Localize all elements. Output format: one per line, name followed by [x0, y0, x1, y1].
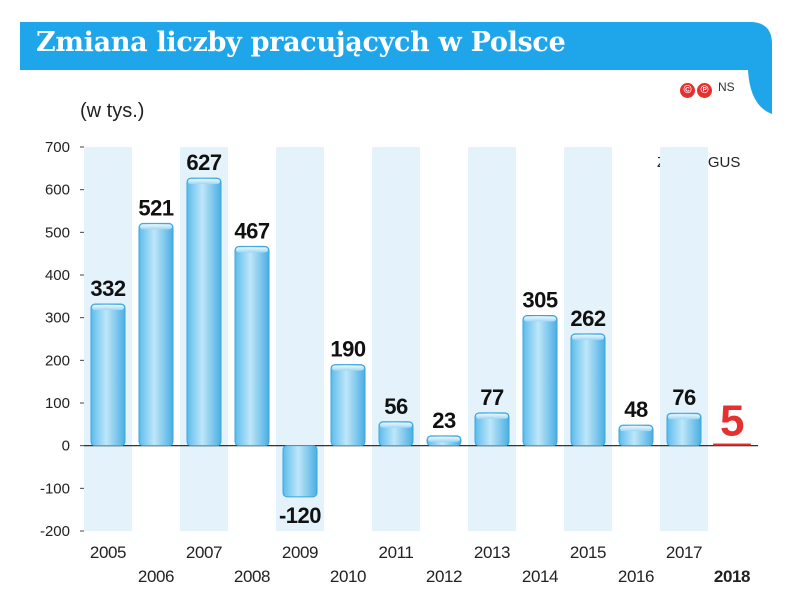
y-tick-label: -100 [40, 480, 70, 497]
bar-cap [572, 334, 604, 340]
value-label-2009: -120 [279, 503, 321, 528]
bar-cap [428, 436, 460, 442]
author-initials: NS [718, 80, 735, 94]
bar-2010 [330, 364, 366, 447]
brand-mark: © ℗ NS [680, 80, 735, 98]
bar-2014 [522, 315, 558, 447]
value-label-2010: 190 [330, 337, 365, 362]
y-tick-label: 700 [45, 139, 70, 156]
column-band [468, 147, 516, 531]
value-label-2011: 56 [384, 394, 408, 419]
copyright-icon: © [680, 83, 695, 98]
y-tick-label: -200 [40, 523, 70, 540]
value-label-2014: 305 [522, 288, 557, 313]
value-label-2006: 521 [138, 195, 173, 220]
x-tick-label-2014: 2014 [522, 567, 558, 586]
bar-cap [92, 305, 124, 311]
value-label-2018: 5 [720, 397, 744, 446]
header-banner [20, 22, 772, 70]
column-band [660, 147, 708, 531]
bar-2008 [234, 245, 270, 447]
x-tick-label-2015: 2015 [570, 543, 606, 562]
bar-2009 [282, 445, 318, 498]
chart-title: Zmiana liczby pracujących w Polsce [36, 27, 566, 58]
value-label-2017: 76 [672, 385, 696, 410]
column-band [372, 147, 420, 531]
value-label-2013: 77 [480, 385, 504, 410]
value-label-2015: 262 [570, 306, 605, 331]
y-tick-label: 200 [45, 352, 70, 369]
x-tick-label-2012: 2012 [426, 567, 462, 586]
bar-2005 [90, 303, 126, 447]
x-tick-label-2016: 2016 [618, 567, 654, 586]
value-label-2012: 23 [432, 408, 456, 433]
bar-cap [236, 247, 268, 253]
banner-tab [748, 70, 772, 114]
x-tick-label-2013: 2013 [474, 543, 510, 562]
y-tick-label: 300 [45, 310, 70, 327]
x-tick-label-2010: 2010 [330, 567, 366, 586]
x-tick-label-2008: 2008 [234, 567, 270, 586]
y-tick-label: 400 [45, 267, 70, 284]
y-tick-label: 100 [45, 395, 70, 412]
value-label-2016: 48 [624, 397, 648, 422]
x-tick-label-2007: 2007 [186, 543, 222, 562]
bar-2006 [138, 222, 174, 447]
y-axis-unit-label: (w tys.) [80, 100, 145, 122]
bar-cap [668, 414, 700, 420]
value-label-2005: 332 [90, 276, 125, 301]
bar-cap [140, 224, 172, 230]
x-tick-label-2005: 2005 [90, 543, 126, 562]
bar-cap [524, 316, 556, 322]
value-label-2007: 627 [186, 150, 221, 175]
bar-2018 [713, 443, 751, 446]
bar-cap [188, 179, 220, 185]
bar-cap [380, 422, 412, 428]
x-tick-label-2009: 2009 [282, 543, 318, 562]
bar-2007 [186, 177, 222, 447]
y-tick-label: 0 [62, 438, 70, 455]
x-tick-label-2011: 2011 [379, 543, 414, 562]
x-tick-label-2006: 2006 [138, 567, 174, 586]
bar-cap [620, 426, 652, 432]
value-label-2008: 467 [234, 218, 269, 243]
bar-cap [476, 413, 508, 419]
bar-2013 [474, 412, 510, 447]
bar-2017 [666, 412, 702, 447]
x-tick-label-2018: 2018 [714, 567, 750, 586]
x-tick-label-2017: 2017 [666, 543, 702, 562]
phonogram-icon: ℗ [697, 83, 712, 98]
y-tick-label: 600 [45, 182, 70, 199]
y-tick-label: 500 [45, 224, 70, 241]
bar-2015 [570, 333, 606, 447]
bar-cap [332, 365, 364, 371]
